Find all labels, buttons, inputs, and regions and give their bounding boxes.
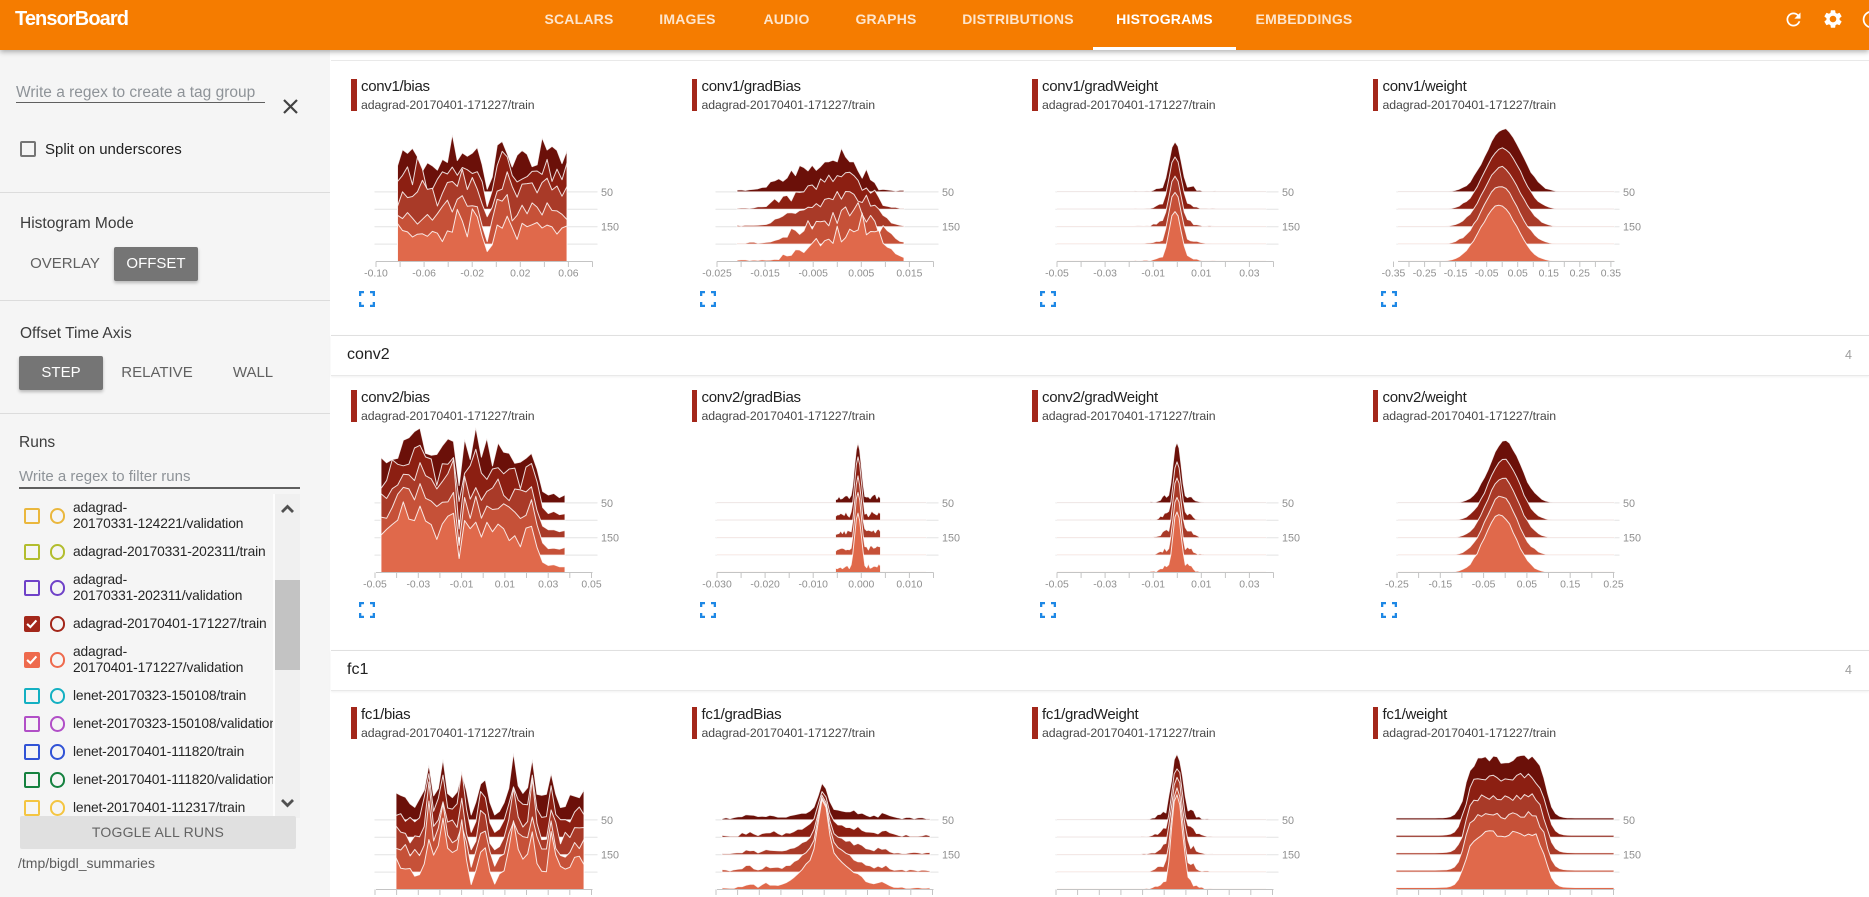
- svg-text:-0.01: -0.01: [450, 580, 474, 591]
- svg-text:50: 50: [942, 815, 954, 827]
- svg-text:150: 150: [1282, 533, 1300, 545]
- svg-text:0.01: 0.01: [1191, 580, 1211, 591]
- svg-text:-0.03: -0.03: [1093, 580, 1117, 591]
- svg-text:50: 50: [1623, 187, 1635, 199]
- svg-text:50: 50: [1282, 498, 1294, 510]
- svg-text:0.010: 0.010: [896, 580, 922, 591]
- svg-text:50: 50: [1282, 187, 1294, 199]
- svg-text:50: 50: [601, 815, 613, 827]
- svg-text:-0.015: -0.015: [750, 269, 780, 280]
- svg-text:-0.15: -0.15: [1428, 580, 1452, 591]
- svg-text:-0.03: -0.03: [1093, 269, 1117, 280]
- svg-text:0.35: 0.35: [1600, 269, 1620, 280]
- svg-text:0.05: 0.05: [1516, 580, 1536, 591]
- svg-text:-0.05: -0.05: [1045, 580, 1069, 591]
- svg-text:150: 150: [1623, 533, 1641, 545]
- svg-text:0.25: 0.25: [1603, 580, 1623, 591]
- svg-text:150: 150: [1623, 222, 1641, 234]
- svg-text:50: 50: [1623, 498, 1635, 510]
- svg-text:0.01: 0.01: [1191, 269, 1211, 280]
- svg-text:50: 50: [942, 498, 954, 510]
- svg-text:50: 50: [1282, 815, 1294, 827]
- svg-text:150: 150: [1282, 222, 1300, 234]
- svg-text:0.06: 0.06: [558, 269, 578, 280]
- svg-text:0.02: 0.02: [510, 269, 530, 280]
- svg-text:-0.05: -0.05: [1471, 580, 1495, 591]
- svg-text:-0.025: -0.025: [702, 269, 732, 280]
- svg-text:-0.01: -0.01: [1141, 269, 1165, 280]
- svg-text:0.005: 0.005: [848, 269, 874, 280]
- svg-text:-0.25: -0.25: [1385, 580, 1409, 591]
- svg-text:0.05: 0.05: [1507, 269, 1527, 280]
- svg-text:-0.05: -0.05: [363, 580, 387, 591]
- svg-text:150: 150: [601, 222, 619, 234]
- svg-text:-0.35: -0.35: [1381, 269, 1405, 280]
- svg-text:50: 50: [601, 187, 613, 199]
- svg-text:-0.05: -0.05: [1474, 269, 1498, 280]
- svg-text:150: 150: [942, 222, 960, 234]
- svg-text:-0.01: -0.01: [1141, 580, 1165, 591]
- svg-text:0.15: 0.15: [1538, 269, 1558, 280]
- svg-text:150: 150: [942, 533, 960, 545]
- svg-text:0.15: 0.15: [1560, 580, 1580, 591]
- svg-text:0.03: 0.03: [1239, 580, 1259, 591]
- svg-text:-0.10: -0.10: [364, 269, 388, 280]
- svg-text:150: 150: [601, 850, 619, 862]
- svg-text:0.05: 0.05: [581, 580, 601, 591]
- svg-text:-0.02: -0.02: [460, 269, 484, 280]
- svg-text:-0.03: -0.03: [406, 580, 430, 591]
- svg-text:50: 50: [1623, 815, 1635, 827]
- svg-text:0.03: 0.03: [538, 580, 558, 591]
- svg-text:50: 50: [942, 187, 954, 199]
- svg-text:150: 150: [942, 850, 960, 862]
- svg-text:-0.06: -0.06: [412, 269, 436, 280]
- svg-text:-0.030: -0.030: [702, 580, 732, 591]
- svg-text:-0.25: -0.25: [1412, 269, 1436, 280]
- svg-text:-0.005: -0.005: [798, 269, 828, 280]
- svg-text:-0.020: -0.020: [750, 580, 780, 591]
- svg-text:0.015: 0.015: [896, 269, 922, 280]
- svg-text:0.000: 0.000: [848, 580, 874, 591]
- svg-text:0.01: 0.01: [495, 580, 515, 591]
- svg-text:-0.010: -0.010: [798, 580, 828, 591]
- svg-text:0.25: 0.25: [1569, 269, 1589, 280]
- svg-text:150: 150: [601, 533, 619, 545]
- svg-text:150: 150: [1282, 850, 1300, 862]
- svg-text:150: 150: [1623, 850, 1641, 862]
- svg-text:50: 50: [601, 498, 613, 510]
- svg-text:-0.05: -0.05: [1045, 269, 1069, 280]
- svg-text:0.03: 0.03: [1239, 269, 1259, 280]
- svg-text:-0.15: -0.15: [1443, 269, 1467, 280]
